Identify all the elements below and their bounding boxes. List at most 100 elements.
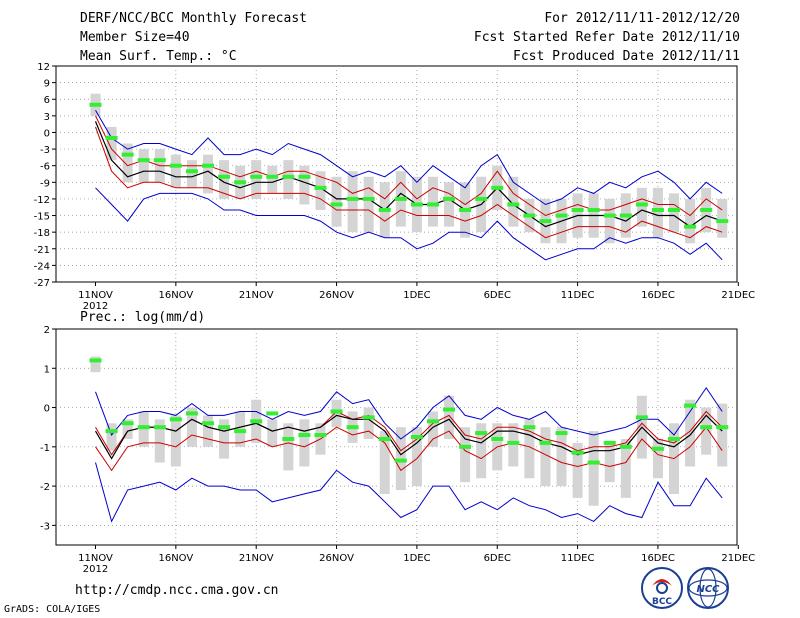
precip-median-marker	[378, 436, 391, 441]
temp-median-marker	[426, 202, 439, 207]
temp-mean-line	[94, 121, 723, 228]
precip-spread-bar	[524, 419, 535, 479]
temp-median-marker	[635, 202, 648, 207]
precip-x-tick-label: 11DEC	[561, 553, 595, 564]
precip-x-tick-label: 16NOV	[158, 553, 193, 564]
forecast-started-date: Fcst Started Refer Date 2012/11/10	[473, 30, 740, 45]
temp-median-marker	[668, 208, 681, 212]
precip-spread-bar	[701, 407, 712, 455]
temp-spread-bar	[170, 154, 181, 188]
temp-x-tick-label: 21DEC	[721, 290, 755, 301]
temp-y-tick-label: 9	[44, 79, 50, 90]
temp-median-marker	[266, 174, 279, 179]
temp-spread-bar	[299, 165, 310, 205]
precip-x-tick-label: 21NOV	[239, 553, 274, 564]
temp-median-marker	[234, 180, 247, 185]
temp-lower-line	[95, 126, 723, 239]
temp-spread-bar	[636, 187, 647, 227]
precip-x-tick-label: 26NOV	[319, 553, 354, 564]
temp-x-tick-label: 11DEC	[561, 290, 595, 301]
temp-median-marker	[346, 196, 359, 201]
temp-panel: -27 -24 -21 -18 -15 -12 -9 -6 -3 0 3 6 9 12 11NOV 16NOV…	[34, 62, 756, 312]
precip-median-marker	[475, 431, 488, 436]
precip-spread-bar	[106, 423, 117, 451]
precip-median-marker	[635, 415, 648, 420]
temp-y-tick-label: -12	[34, 195, 50, 206]
temp-y-tick-label: -18	[34, 228, 50, 239]
precip-median-marker	[298, 433, 311, 438]
precip-spread-bar	[154, 419, 165, 463]
temp-upper-line	[95, 115, 723, 217]
precip-x-tick-label: 21DEC	[721, 553, 755, 564]
precip-spread-bar	[556, 427, 567, 487]
precip-median-marker	[426, 419, 439, 424]
temp-y-tick-label: 12	[37, 62, 50, 73]
temp-spread-bar	[251, 160, 262, 199]
precip-median-marker	[137, 425, 150, 430]
precip-spread-bar	[170, 415, 181, 467]
temp-median-marker	[539, 219, 552, 224]
precip-x-tick-label: 11NOV	[78, 553, 113, 564]
temp-spread-bar	[202, 154, 213, 194]
precip-median-marker	[121, 421, 134, 426]
temp-median-marker	[330, 202, 343, 207]
source-url[interactable]: http://cmdp.ncc.cma.gov.cn	[75, 583, 279, 598]
forecast-produced-date: Fcst Produced Date 2012/11/11	[513, 49, 740, 64]
temp-median-marker	[282, 174, 295, 179]
precip-y-tick-label: -1	[40, 443, 50, 454]
precip-x-tick-label: 1DEC	[403, 553, 430, 564]
temp-panel-title: Mean Surf. Temp.: °C	[80, 49, 237, 64]
precip-median-marker	[346, 425, 359, 430]
precip-median-marker	[362, 415, 375, 420]
temp-median-marker	[684, 224, 697, 229]
temp-frame	[55, 65, 738, 283]
precip-spread-bar	[652, 438, 663, 479]
temp-median-marker	[571, 208, 584, 212]
temp-y-tick-label: -27	[34, 278, 50, 289]
precip-median-marker	[153, 425, 166, 430]
precip-x-tick-label: 6DEC	[484, 553, 511, 564]
temp-spread-bar	[122, 143, 133, 183]
temp-median-marker	[523, 213, 536, 218]
temp-median-marker	[410, 202, 423, 207]
precip-spread-bar	[444, 395, 455, 439]
temp-median-marker	[121, 152, 134, 157]
temp-spread-bar	[669, 193, 680, 233]
temp-y-tick-label: -6	[40, 162, 50, 173]
precip-spread-bar	[283, 423, 294, 471]
precip-y-tick-label: 0	[44, 404, 50, 415]
precip-spread-bar	[122, 419, 133, 439]
temp-x-tick-label: 16NOV	[158, 290, 193, 301]
temp-median-marker	[491, 185, 504, 190]
temp-x-tick-label: 6DEC	[484, 290, 511, 301]
precip-median-marker	[394, 458, 407, 463]
grads-credit: GrADS: COLA/IGES	[4, 604, 101, 615]
precip-median-marker	[539, 440, 552, 445]
ncc-logo: NCC	[687, 567, 729, 609]
precip-spread-bar	[427, 411, 438, 447]
temp-y-tick-label: -3	[40, 145, 50, 156]
chart-title: DERF/NCC/BCC Monthly Forecast	[80, 11, 307, 26]
temp-y-tick-label: -21	[34, 245, 50, 256]
temp-x-tick-label: 21NOV	[239, 290, 274, 301]
temp-median-marker	[555, 213, 568, 218]
temp-y-tick-label: 3	[44, 112, 50, 123]
temp-spread-bar	[106, 126, 117, 161]
precip-spread-bar	[90, 356, 101, 373]
precip-median-marker	[169, 417, 182, 422]
temp-median-marker	[201, 163, 214, 168]
precip-median-marker	[507, 440, 520, 445]
ncc-logo-text: NCC	[696, 584, 720, 595]
precip-median-marker	[523, 425, 536, 430]
precip-median-marker	[716, 425, 729, 430]
precip-spread-bar	[219, 419, 230, 459]
temp-spread-bar	[186, 160, 197, 188]
temp-spread-bar	[604, 198, 615, 244]
temp-median-marker	[700, 208, 713, 212]
temp-median-marker	[651, 208, 664, 212]
precip-median-marker	[587, 460, 600, 465]
precip-max-line	[95, 387, 723, 440]
temp-median-marker	[378, 208, 391, 212]
precip-median-marker	[250, 419, 263, 424]
